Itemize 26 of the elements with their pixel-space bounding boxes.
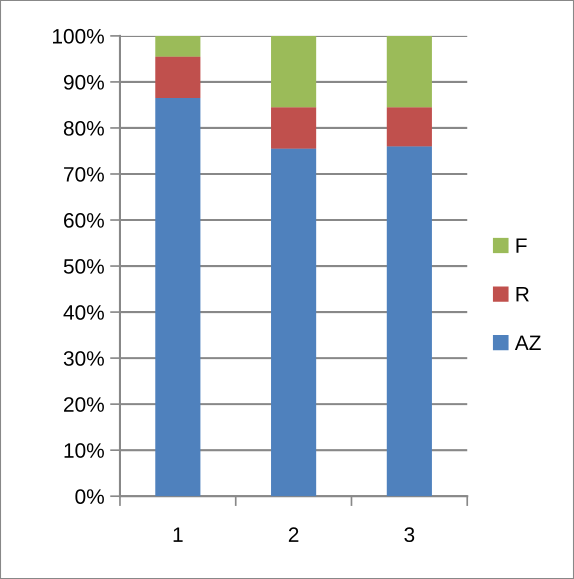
bar [155, 56, 200, 98]
y-tick-label: 10% [64, 443, 104, 458]
bar [155, 98, 200, 496]
y-tick-label: 50% [64, 259, 104, 274]
bar [386, 36, 432, 108]
legend-label: AZ [514, 336, 541, 350]
y-tick-label: 70% [64, 166, 104, 182]
x-tick-label: 2 [288, 527, 298, 542]
y-tick-label: 80% [64, 120, 104, 136]
legend-label: R [516, 287, 529, 302]
bar [155, 36, 200, 57]
y-tick-label: 40% [63, 305, 104, 320]
y-tick-label: 20% [64, 397, 104, 412]
legend-label: F [516, 238, 527, 253]
y-tick-label: 30% [64, 351, 104, 366]
x-tick-label: 3 [404, 527, 414, 542]
y-tick-label: 100% [52, 28, 104, 44]
y-tick-label: 60% [64, 213, 104, 228]
bar [271, 148, 316, 496]
bar [271, 107, 316, 149]
bar [271, 36, 316, 108]
bar [386, 146, 432, 496]
y-tick-label: 90% [64, 74, 104, 90]
y-tick-label: 0% [75, 489, 104, 504]
bar [386, 107, 432, 146]
x-tick-label: 1 [174, 528, 183, 542]
